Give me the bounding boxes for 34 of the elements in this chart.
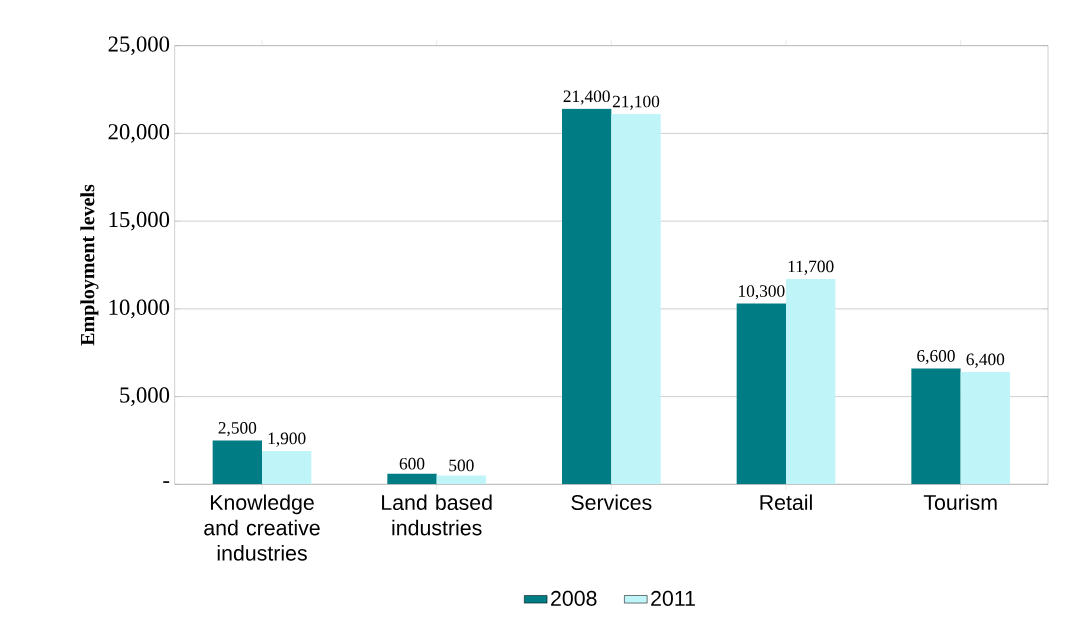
x-tick-label: Tourism (923, 494, 997, 511)
bar (262, 450, 312, 485)
bar (786, 279, 836, 485)
x-tick-label: Services (571, 494, 652, 511)
data-label: 10,300 (739, 285, 785, 300)
y-tick-label: - (163, 481, 170, 483)
y-tick-label: 25,000 (108, 36, 170, 55)
bar (611, 114, 661, 485)
x-tick-label: Retail (760, 494, 812, 511)
bar (960, 372, 1010, 485)
x-tick-label: Knowledge and creative industries (204, 494, 320, 561)
data-label: 500 (449, 459, 474, 472)
data-label: 2,500 (218, 422, 257, 437)
y-tick-label: 5,000 (120, 387, 170, 406)
data-label: 6,600 (917, 350, 955, 365)
data-label: 1,900 (268, 432, 306, 447)
x-tick-label: Land based industries (382, 494, 492, 536)
y-axis-title: Employment levels (80, 184, 99, 346)
legend-label: 2008 (551, 590, 597, 606)
data-label: 600 (399, 457, 425, 470)
data-label: 6,400 (966, 353, 1005, 368)
bar (387, 473, 437, 485)
y-tick-label: 10,000 (109, 299, 170, 319)
legend-label: 2011 (651, 590, 695, 606)
y-tick-label: 20,000 (108, 124, 170, 143)
data-label: 21,400 (563, 90, 610, 105)
bar (911, 368, 961, 485)
y-tick-label: 15,000 (109, 211, 170, 231)
data-label: 21,100 (612, 95, 660, 110)
data-label: 11,700 (788, 260, 834, 275)
bar (562, 108, 612, 485)
bar (212, 440, 262, 485)
bar (736, 303, 787, 485)
bar (436, 475, 486, 485)
